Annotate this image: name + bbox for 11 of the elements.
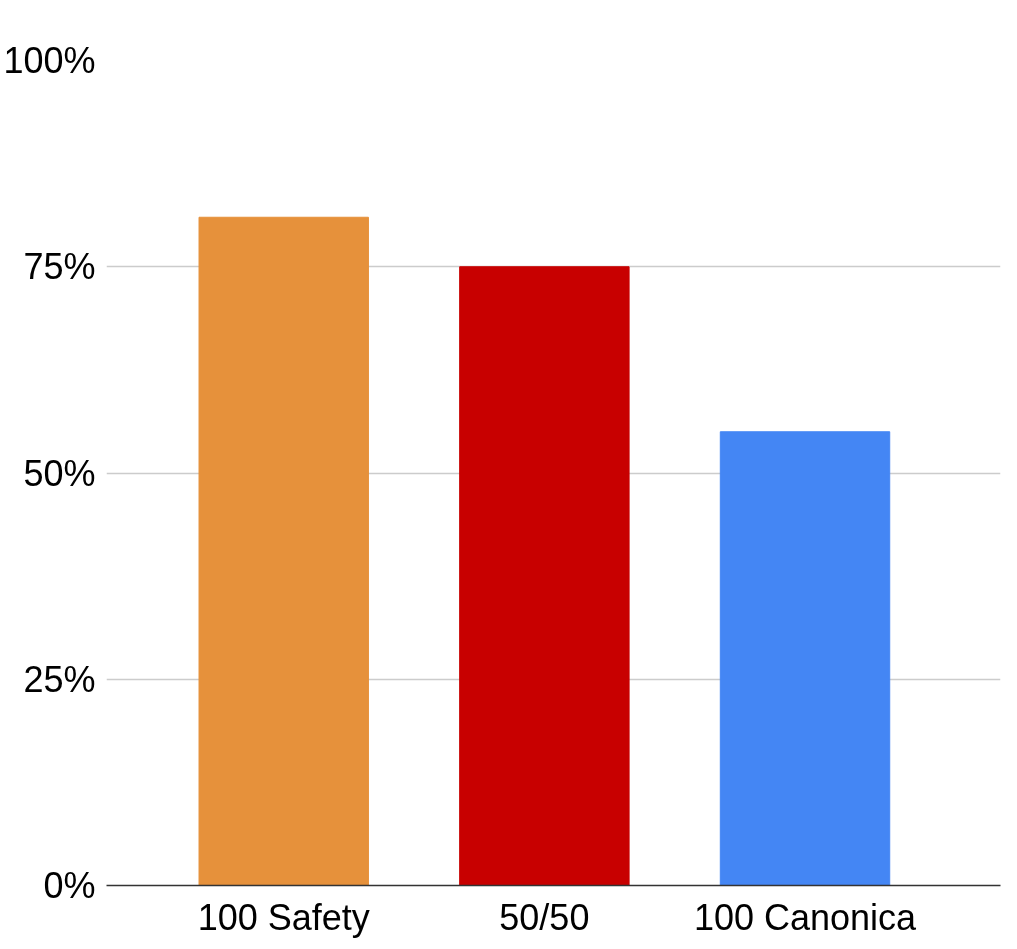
- y-tick-label: 0%: [43, 865, 96, 906]
- x-tick-label: 100 Safety: [197, 896, 370, 938]
- y-tick-label: 25%: [23, 658, 96, 700]
- bar: [719, 431, 891, 886]
- y-tick-label: 75%: [23, 246, 96, 288]
- bar: [198, 216, 369, 886]
- y-tick-label: 100%: [3, 40, 96, 81]
- y-tick-label: 50%: [23, 452, 96, 494]
- x-tick-label: 100 Canonica: [693, 896, 918, 938]
- x-tick-label: 50/50: [499, 896, 590, 938]
- bar: [459, 266, 630, 886]
